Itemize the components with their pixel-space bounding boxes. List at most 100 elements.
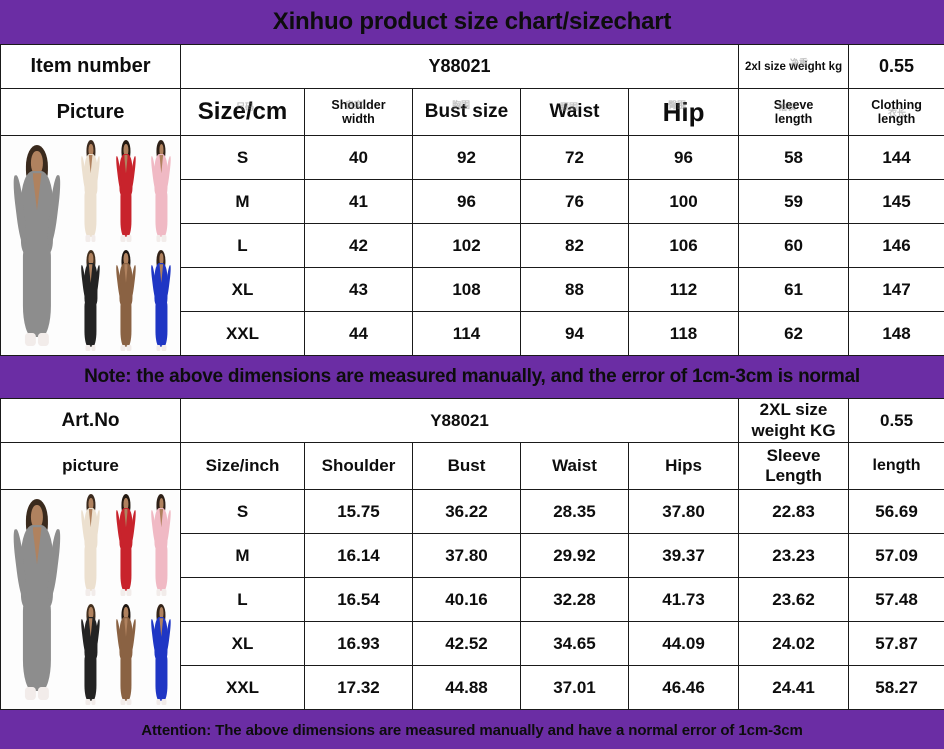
model-slipper	[156, 589, 161, 596]
table-row: XXL 17.32 44.88 37.01 46.46 24.41 58.27	[1, 665, 944, 710]
inch-cell-shoulder: 16.54	[304, 577, 413, 622]
model-slipper	[161, 344, 167, 352]
inch-cell-waist: 28.35	[520, 489, 629, 534]
model-garment-legs	[120, 300, 132, 347]
model-slipper	[85, 589, 91, 596]
model-figure	[114, 490, 137, 600]
inch-header-picture: picture	[0, 442, 181, 490]
model-garment-legs	[155, 300, 168, 347]
variant-photo-cream	[73, 136, 108, 246]
collage-inner-2	[1, 490, 179, 709]
inch-cell-shoulder: 17.32	[304, 665, 413, 710]
model-figure	[150, 490, 173, 600]
cm-product-photo-cell	[0, 135, 181, 356]
cm-weight-label: 2xl size weight kg	[738, 44, 850, 89]
model-slipper	[85, 344, 91, 352]
model-face	[31, 505, 43, 530]
model-slipper	[38, 687, 50, 701]
inch-cell-length: 58.27	[848, 665, 944, 710]
cm-header-row: Picture Size/cm Shoulder width Bust size…	[0, 88, 944, 136]
variant-photo-red-2	[108, 490, 143, 600]
model-face	[88, 607, 93, 620]
inch-cell-hip: 41.73	[627, 577, 740, 622]
model-figure	[114, 136, 137, 246]
cm-cell-shoulder: 43	[304, 267, 413, 312]
model-face	[123, 497, 129, 510]
cm-size-table: Item number Y88021 2xl size weight kg 0.…	[0, 44, 944, 356]
cm-cell-waist: 76	[520, 179, 629, 224]
model-garment-legs	[22, 245, 52, 338]
inch-cell-size: XXL	[180, 665, 305, 710]
table-row: S 15.75 36.22 28.35 37.80 22.83 56.69	[0, 489, 944, 710]
model-slipper	[85, 698, 91, 706]
model-slipper	[126, 235, 132, 242]
model-neckline	[159, 618, 164, 637]
model-slipper	[120, 698, 126, 706]
model-garment-legs	[120, 191, 132, 238]
inch-cell-hip: 37.80	[627, 489, 740, 534]
model-slipper	[120, 344, 126, 352]
attention-banner: Attention: The above dimensions are meas…	[0, 710, 944, 749]
model-face	[159, 497, 164, 510]
cm-header-picture: Picture	[0, 88, 181, 136]
inch-weight-label-line2: weight KG	[751, 420, 836, 440]
model-slipper	[126, 698, 132, 706]
cm-item-number-value: Y88021	[179, 44, 740, 89]
inch-item-number-value: Y88021	[179, 398, 740, 443]
inch-cell-waist: 29.92	[520, 533, 629, 578]
inch-product-photo-cell	[0, 489, 181, 710]
model-figure	[79, 136, 102, 246]
inch-cell-waist: 32.28	[520, 577, 629, 622]
inch-cell-size: S	[180, 489, 305, 534]
model-face	[123, 253, 129, 266]
cm-cell-shoulder: 42	[304, 223, 413, 268]
inch-item-number-row: Art.No Y88021 2XL size weight KG 0.55	[0, 398, 944, 443]
model-neckline	[88, 508, 93, 528]
variant-photo-pink-2	[144, 490, 179, 600]
inch-cell-bust: 40.16	[412, 577, 521, 622]
model-face	[159, 143, 164, 156]
inch-size-table: Art.No Y88021 2XL size weight KG 0.55 pi…	[0, 398, 944, 710]
model-face	[88, 143, 93, 156]
variant-photo-brown-2	[108, 600, 143, 710]
attention-text: Attention: The above dimensions are meas…	[141, 721, 803, 739]
model-slipper	[24, 687, 36, 701]
collage-inner	[1, 136, 179, 355]
model-neckline	[124, 264, 128, 283]
cm-header-shoulder-line2: width	[342, 112, 375, 126]
cm-weight-value: 0.55	[848, 44, 944, 89]
cm-header-shoulder: Shoulder width	[304, 88, 413, 136]
cm-cell-size: S	[180, 135, 305, 180]
model-garment-legs	[84, 654, 97, 701]
inch-cell-shoulder: 16.93	[304, 621, 413, 666]
model-slipper	[91, 235, 96, 242]
inch-header-shoulder: Shoulder	[304, 442, 413, 490]
inch-cell-length: 56.69	[848, 489, 944, 534]
model-garment-legs	[84, 545, 97, 592]
inch-cell-shoulder: 15.75	[304, 489, 413, 534]
model-slipper	[91, 344, 96, 352]
variant-photo-brown	[108, 246, 143, 356]
inch-header-size: Size/inch	[180, 442, 305, 490]
model-garment-legs	[155, 191, 168, 238]
cm-header-shoulder-line1: Shoulder	[331, 98, 386, 112]
model-figure	[150, 246, 173, 356]
cm-header-clothing-line2: length	[877, 112, 916, 126]
model-figure	[79, 600, 102, 710]
cm-cell-size: XXL	[180, 311, 305, 356]
chart-title-banner: Xinhuo product size chart/sizechart	[0, 0, 944, 44]
model-face	[159, 607, 164, 620]
cm-cell-bust: 102	[412, 223, 521, 268]
inch-cell-sleeve: 24.02	[738, 621, 850, 666]
inch-cell-bust: 42.52	[412, 621, 521, 666]
model-face	[159, 253, 164, 266]
cm-header-clothing-length: Clothing length	[848, 88, 944, 136]
note-banner: Note: the above dimensions are measured …	[0, 356, 944, 398]
model-neckline	[32, 527, 42, 565]
cm-cell-sleeve: 61	[738, 267, 850, 312]
model-slipper	[38, 333, 50, 347]
cm-cell-hip: 100	[627, 179, 740, 224]
model-slipper	[126, 344, 132, 352]
cm-cell-shoulder: 40	[304, 135, 413, 180]
inch-cell-bust: 44.88	[412, 665, 521, 710]
